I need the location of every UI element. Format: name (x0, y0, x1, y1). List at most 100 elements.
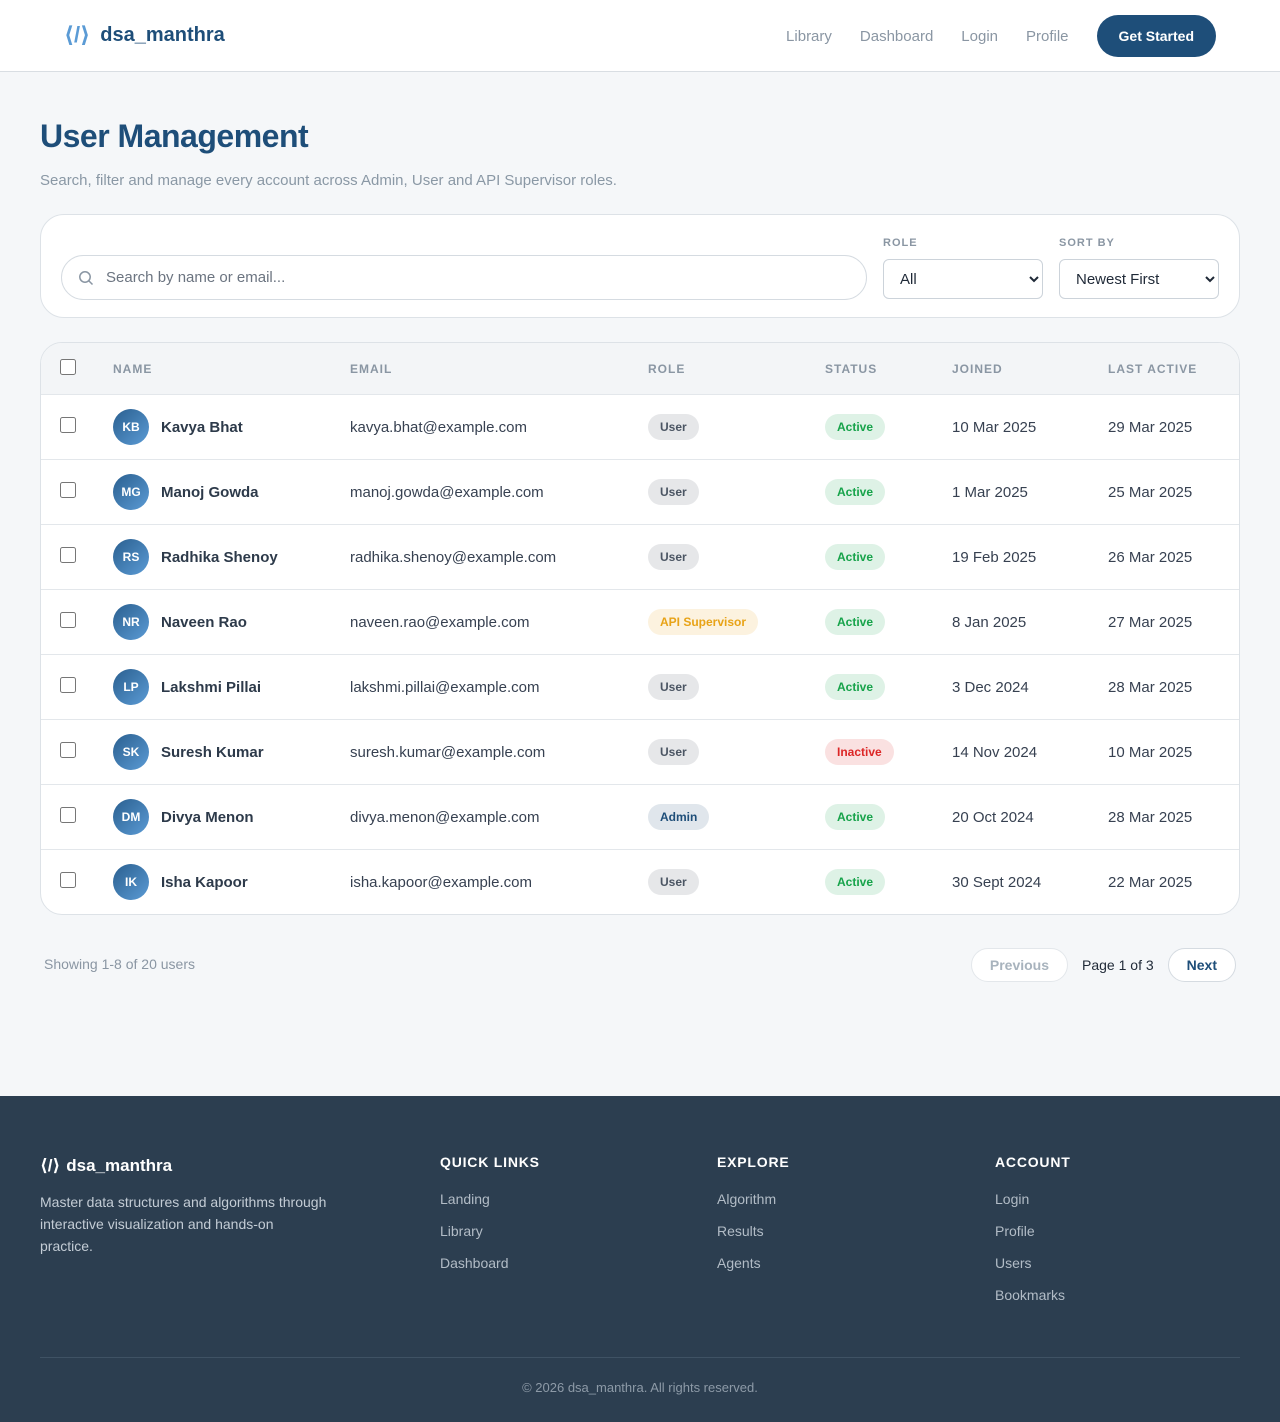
footer-link[interactable]: Profile (995, 1223, 1035, 1239)
nav-links: Library Dashboard Login Profile Get Started (786, 15, 1216, 57)
avatar: RS (113, 539, 149, 575)
status-cell: Active (825, 804, 952, 830)
role-label: ROLE (883, 237, 918, 249)
role-badge: User (648, 544, 699, 570)
user-email: kavya.bhat@example.com (350, 418, 527, 436)
footer: ⟨/⟩ dsa_manthra Master data structures a… (0, 1096, 1280, 1422)
last-active-date: 28 Mar 2025 (1108, 808, 1193, 826)
avatar: NR (113, 604, 149, 640)
role-select[interactable]: All (883, 259, 1043, 299)
row-checkbox[interactable] (60, 872, 76, 888)
user-name: Kavya Bhat (161, 418, 243, 436)
footer-link[interactable]: Users (995, 1255, 1032, 1271)
previous-button[interactable]: Previous (970, 948, 1069, 982)
select-cell (41, 417, 113, 437)
footer-brand-name: dsa_manthra (66, 1156, 173, 1175)
role-badge: User (648, 739, 699, 765)
footer-column: ACCOUNT Login Profile Users Bookmarks (995, 1154, 1071, 1318)
nav-link[interactable]: Profile (1026, 27, 1069, 45)
get-started-button[interactable]: Get Started (1096, 15, 1216, 57)
row-checkbox[interactable] (60, 807, 76, 823)
joined-date: 20 Oct 2024 (952, 808, 1034, 826)
pagination: Previous Page 1 of 3 Next (970, 948, 1236, 982)
select-cell (41, 742, 113, 762)
user-name: Radhika Shenoy (161, 548, 278, 566)
name-cell: RS Radhika Shenoy (113, 539, 350, 575)
role-cell: API Supervisor (648, 609, 825, 635)
footer-link[interactable]: Bookmarks (995, 1287, 1066, 1303)
role-cell: User (648, 479, 825, 505)
column-header: STATUS (825, 361, 878, 376)
status-badge: Active (825, 804, 886, 830)
footer-link[interactable]: Library (440, 1223, 483, 1239)
role-cell: User (648, 869, 825, 895)
column-header: NAME (113, 361, 153, 376)
user-row: IK Isha Kapoor isha.kapoor@example.com User… (41, 849, 1239, 914)
nav-link[interactable]: Login (961, 27, 998, 45)
avatar: SK (113, 734, 149, 770)
footer-link[interactable]: Dashboard (440, 1255, 509, 1271)
footer-link[interactable]: Algorithm (717, 1191, 777, 1207)
select-cell (41, 807, 113, 827)
user-email: manoj.gowda@example.com (350, 483, 544, 501)
name-cell: MG Manoj Gowda (113, 474, 350, 510)
role-badge: User (648, 414, 699, 440)
page-subtitle: Search, filter and manage every account … (40, 172, 617, 189)
search-box (61, 255, 867, 300)
next-button[interactable]: Next (1167, 948, 1236, 982)
row-checkbox[interactable] (60, 417, 76, 433)
sort-label: SORT BY (1059, 237, 1115, 249)
joined-date: 8 Jan 2025 (952, 613, 1027, 631)
search-input[interactable] (104, 256, 844, 299)
user-email: suresh.kumar@example.com (350, 743, 546, 761)
footer-link[interactable]: Landing (440, 1191, 490, 1207)
user-name: Manoj Gowda (161, 483, 259, 501)
user-email: lakshmi.pillai@example.com (350, 678, 540, 696)
user-row: KB Kavya Bhat kavya.bhat@example.com User Ac… (41, 394, 1239, 459)
row-checkbox[interactable] (60, 612, 76, 628)
sort-select[interactable]: Newest First (1059, 259, 1219, 299)
name-cell: LP Lakshmi Pillai (113, 669, 350, 705)
user-row: MG Manoj Gowda manoj.gowda@example.com User… (41, 459, 1239, 524)
avatar: KB (113, 409, 149, 445)
last-active-date: 22 Mar 2025 (1108, 873, 1193, 891)
name-cell: IK Isha Kapoor (113, 864, 350, 900)
row-checkbox[interactable] (60, 482, 76, 498)
last-active-date: 10 Mar 2025 (1108, 743, 1193, 761)
footer-divider (40, 1357, 1240, 1358)
footer-link[interactable]: Results (717, 1223, 764, 1239)
role-cell: User (648, 414, 825, 440)
user-email: isha.kapoor@example.com (350, 873, 532, 891)
name-cell: DM Divya Menon (113, 799, 350, 835)
avatar: LP (113, 669, 149, 705)
user-name: Divya Menon (161, 808, 254, 826)
logo-mark: ⟨/⟩ (64, 22, 91, 47)
select-all-checkbox[interactable] (60, 359, 76, 375)
status-cell: Active (825, 479, 952, 505)
row-checkbox[interactable] (60, 547, 76, 563)
nav-link[interactable]: Dashboard (859, 27, 934, 45)
select-cell (41, 677, 113, 697)
last-active-date: 29 Mar 2025 (1108, 418, 1193, 436)
footer-tagline: Master data structures and algorithms th… (40, 1194, 327, 1254)
page-indicator: Page 1 of 3 (1082, 957, 1154, 973)
avatar: IK (113, 864, 149, 900)
footer-link[interactable]: Agents (717, 1255, 761, 1271)
user-row: DM Divya Menon divya.menon@example.com Admi… (41, 784, 1239, 849)
status-badge: Active (825, 544, 886, 570)
role-badge: User (648, 869, 699, 895)
brand[interactable]: ⟨/⟩ dsa_manthra (64, 22, 225, 48)
row-checkbox[interactable] (60, 677, 76, 693)
page-title: User Management (40, 118, 309, 154)
users-table: NAME EMAIL ROLE STATUS JOINED LAST ACTIVE KB K… (40, 342, 1240, 915)
status-cell: Inactive (825, 739, 952, 765)
status-badge: Active (825, 609, 886, 635)
status-cell: Active (825, 674, 952, 700)
footer-link[interactable]: Login (995, 1191, 1030, 1207)
last-active-date: 27 Mar 2025 (1108, 613, 1193, 631)
joined-date: 30 Sept 2024 (952, 873, 1042, 891)
row-checkbox[interactable] (60, 742, 76, 758)
role-badge: API Supervisor (648, 609, 759, 635)
nav-link[interactable]: Library (786, 27, 832, 45)
role-cell: User (648, 739, 825, 765)
